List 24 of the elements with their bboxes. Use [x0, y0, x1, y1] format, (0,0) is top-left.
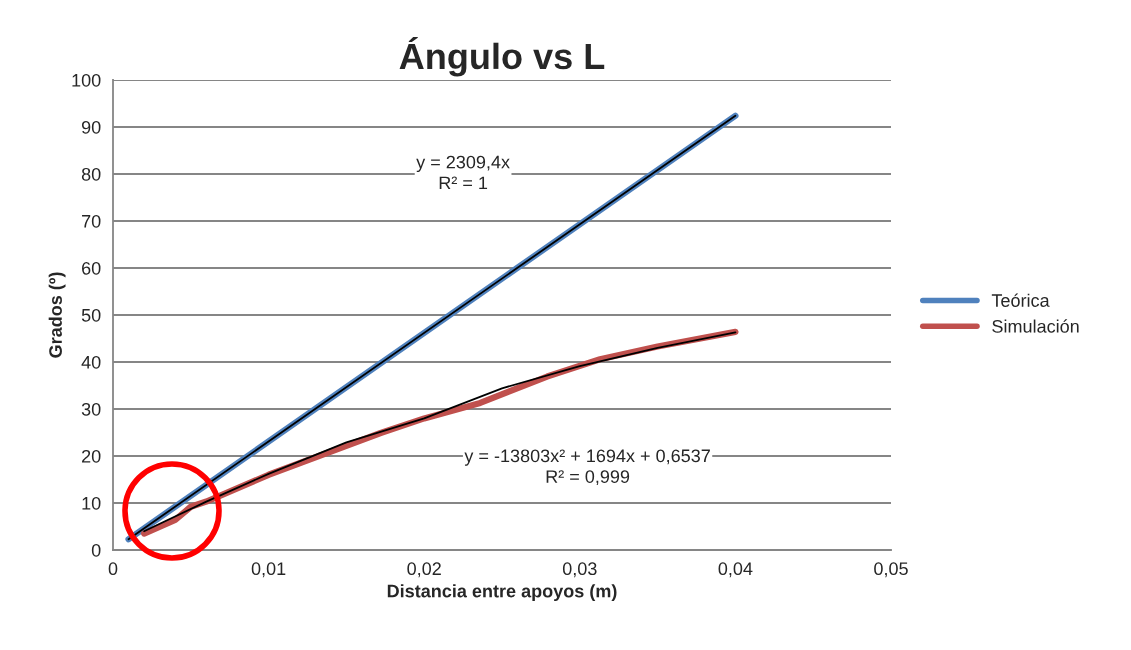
annotation: y = 2309,4x R² = 1: [416, 155, 510, 190]
legend-label: Teórica: [991, 293, 1050, 307]
chart-title: Ángulo vs L: [399, 36, 605, 77]
y-tick-label: 40: [81, 355, 101, 369]
y-tick-label: 50: [81, 308, 101, 322]
legend-label: Simulación: [992, 319, 1079, 333]
x-tick-label: 0,01: [251, 562, 286, 578]
y-tick-label: 10: [82, 496, 101, 510]
x-tick-label: 0,03: [562, 562, 597, 578]
y-tick-label: 70: [82, 214, 101, 228]
y-tick-label: 60: [82, 261, 101, 275]
y-tick-label: 100: [72, 73, 101, 87]
y-tick-label: 0: [91, 543, 101, 557]
x-tick-label: 0: [108, 562, 118, 576]
x-tick-label: 0,04: [718, 562, 753, 578]
y-tick-label: 90: [81, 120, 101, 134]
x-axis-title: Distancia entre apoyos (m): [387, 584, 617, 602]
y-tick-label: 80: [81, 167, 101, 181]
y-axis-title: Grados (º): [48, 272, 66, 358]
x-tick-label: 0,02: [407, 562, 441, 578]
x-tick-label: 0,05: [874, 562, 908, 578]
y-tick-label: 20: [82, 449, 101, 463]
annotation: y = -13803x² + 1694x + 0,6537 R² = 0,999: [464, 449, 710, 486]
y-tick-label: 30: [81, 402, 101, 416]
